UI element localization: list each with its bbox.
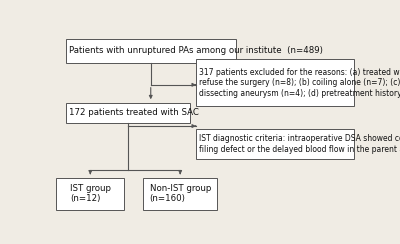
FancyBboxPatch shape bbox=[143, 178, 218, 210]
Text: 317 patients excluded for the reasons: (a) treated with FD (n=294) (b)
refuse th: 317 patients excluded for the reasons: (… bbox=[200, 68, 400, 98]
FancyBboxPatch shape bbox=[66, 39, 236, 63]
Text: Patients with unruptured PAs among our institute  (n=489): Patients with unruptured PAs among our i… bbox=[69, 46, 323, 55]
FancyBboxPatch shape bbox=[66, 102, 190, 123]
FancyBboxPatch shape bbox=[196, 129, 354, 159]
FancyBboxPatch shape bbox=[56, 178, 124, 210]
Text: 172 patients treated with SAC: 172 patients treated with SAC bbox=[69, 108, 199, 117]
Text: Non-IST group
(n=160): Non-IST group (n=160) bbox=[150, 184, 211, 203]
FancyBboxPatch shape bbox=[196, 59, 354, 106]
Text: IST group
(n=12): IST group (n=12) bbox=[70, 184, 111, 203]
Text: IST diagnostic criteria: intraoperative DSA showed contrast agent
filing defect : IST diagnostic criteria: intraoperative … bbox=[200, 134, 400, 153]
